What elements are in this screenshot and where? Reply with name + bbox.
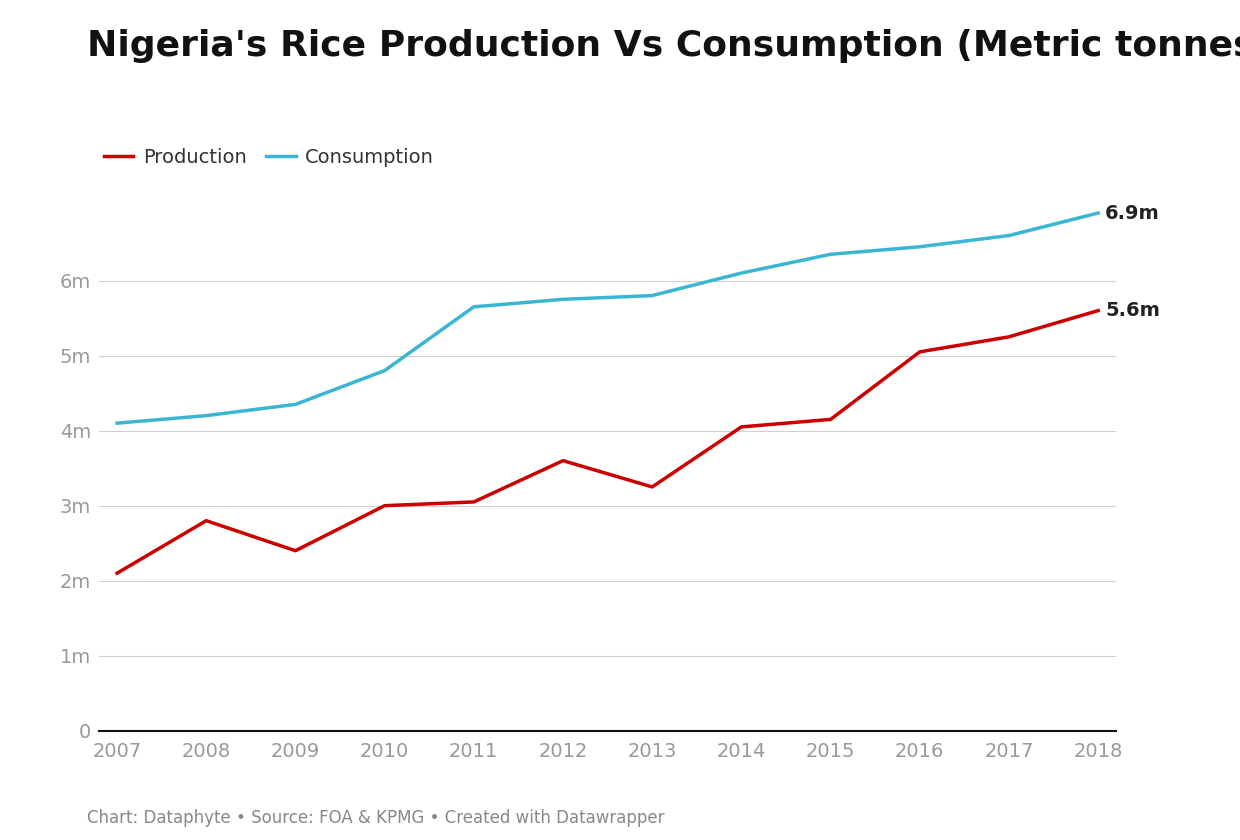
Legend: Production, Consumption: Production, Consumption [97,140,441,175]
Text: 6.9m: 6.9m [1105,203,1159,223]
Text: Nigeria's Rice Production Vs Consumption (Metric tonnes): Nigeria's Rice Production Vs Consumption… [87,29,1240,63]
Text: Chart: Dataphyte • Source: FOA & KPMG • Created with Datawrapper: Chart: Dataphyte • Source: FOA & KPMG • … [87,810,665,827]
Text: 5.6m: 5.6m [1105,301,1159,320]
